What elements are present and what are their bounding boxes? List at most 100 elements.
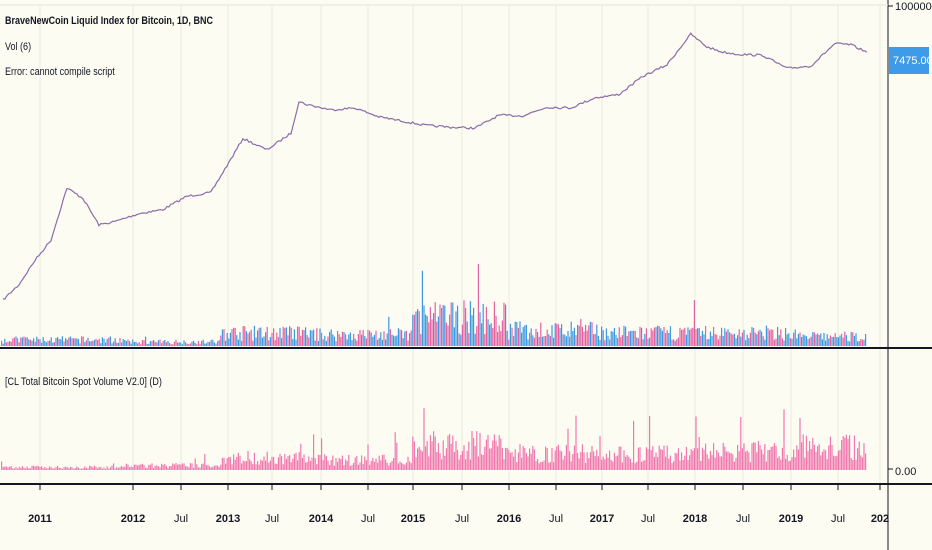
volume-bar	[279, 328, 281, 346]
spot-volume-bar	[757, 441, 759, 470]
last-price-label: 7475.00	[893, 55, 932, 67]
spot-volume-bar	[759, 445, 761, 470]
volume-bar	[522, 326, 524, 346]
spot-volume-bar	[783, 409, 785, 470]
volume-bar	[137, 343, 139, 346]
spot-volume-bar	[433, 431, 435, 470]
script-error-label: Error: cannot compile script	[5, 66, 115, 78]
volume-bar	[228, 338, 230, 346]
spot-volume-bar	[21, 466, 23, 470]
spot-volume-bar	[391, 460, 393, 470]
spot-volume-bar	[301, 458, 303, 470]
volume-bar	[677, 337, 679, 346]
volume-bar	[562, 334, 564, 346]
volume-bar	[2, 343, 4, 346]
spot-volume-bar	[551, 448, 553, 470]
volume-bar	[357, 334, 359, 346]
spot-volume-bar	[517, 452, 519, 470]
spot-volume-bar	[564, 455, 566, 470]
volume-bar	[455, 311, 457, 346]
spot-volume-bar	[690, 449, 692, 470]
spot-volume-bar	[300, 443, 302, 470]
volume-bar	[335, 341, 337, 346]
volume-bar	[812, 332, 814, 346]
spot-volume-bar	[119, 467, 121, 470]
volume-bar	[633, 330, 635, 346]
volume-bar	[175, 339, 177, 346]
volume-bar	[549, 336, 551, 346]
volume-bar	[253, 325, 255, 346]
spot-volume-bar	[479, 432, 481, 470]
volume-bar	[233, 327, 235, 346]
volume-bar	[207, 341, 209, 346]
time-axis[interactable]: 2011 2012 Jul 2013 Jul 2014 Jul 2015 Jul 2016 Jul 2…	[28, 485, 889, 525]
spot-volume-bar	[178, 464, 180, 470]
main-pane-title[interactable]: BraveNewCoin Liquid Index for Bitcoin, 1…	[5, 15, 213, 27]
spot-volume-bar	[468, 441, 470, 470]
volume-bar	[290, 327, 292, 346]
volume-bar	[325, 340, 327, 346]
spot-volume-bar	[591, 446, 593, 470]
volume-bar	[165, 342, 167, 346]
volume-bar	[391, 334, 393, 346]
volume-bar	[621, 335, 623, 346]
volume-bar	[705, 326, 707, 346]
volume-bar	[399, 329, 401, 346]
volume-bar	[375, 330, 377, 346]
volume-bar	[836, 337, 838, 346]
volume-bar	[804, 335, 806, 346]
volume-bar	[709, 331, 711, 346]
spot-volume-bar	[218, 467, 220, 470]
spot-volume-bar	[209, 466, 211, 470]
volume-indicator-label[interactable]: Vol (6)	[5, 41, 32, 53]
volume-bar	[737, 335, 739, 346]
volume-bar	[260, 327, 262, 346]
volume-bar	[841, 333, 843, 346]
spot-volume-bar	[365, 460, 367, 470]
spot-volume-bar	[812, 437, 814, 470]
volume-bar	[409, 333, 411, 346]
spot-volume-bar	[298, 452, 300, 470]
spot-volume-bar	[245, 461, 247, 470]
spot-volume-bar	[393, 458, 395, 470]
volume-bar	[364, 335, 366, 346]
volume-bar	[132, 339, 134, 346]
spot-volume-bar	[284, 454, 286, 470]
spot-volume-bar	[657, 456, 659, 470]
spot-volume-bar	[698, 437, 700, 470]
spot-volume-bar	[44, 467, 46, 470]
volume-bar	[127, 339, 129, 346]
spot-volume-bar	[684, 455, 686, 470]
volume-bar	[725, 331, 727, 346]
spot-volume-bar	[617, 455, 619, 470]
spot-volume-bar	[87, 468, 89, 470]
spot-volume-bar	[282, 464, 284, 470]
spot-volume-bar	[677, 448, 679, 470]
spot-volume-bar	[497, 446, 499, 470]
spot-volume-bar	[409, 461, 411, 470]
volume-bar	[714, 334, 716, 346]
spot-volume-bar	[426, 441, 428, 470]
spot-volume-bar	[554, 450, 556, 470]
last-price-badge[interactable]	[889, 47, 929, 74]
spot-volume-bar	[513, 456, 515, 470]
sub-pane-title[interactable]: [CL Total Bitcoin Spot Volume V2.0] (D)	[5, 376, 162, 388]
spot-volume-bar	[490, 448, 492, 470]
spot-volume-bar	[194, 458, 196, 470]
spot-volume-bar	[801, 442, 803, 470]
volume-bar	[389, 329, 391, 346]
spot-volume-bar	[589, 452, 591, 470]
volume-bar	[220, 335, 222, 346]
volume-bar	[445, 322, 447, 346]
volume-bar	[476, 326, 478, 346]
spot-volume-bar	[423, 408, 425, 470]
volume-bar	[533, 337, 535, 346]
spot-volume-bar	[135, 464, 137, 470]
volume-bar	[788, 333, 790, 346]
volume-bar	[103, 338, 105, 346]
volume-bar	[138, 342, 140, 346]
spot-volume-bar	[170, 466, 172, 470]
volume-bar	[604, 340, 606, 346]
volume-bar	[236, 335, 238, 346]
